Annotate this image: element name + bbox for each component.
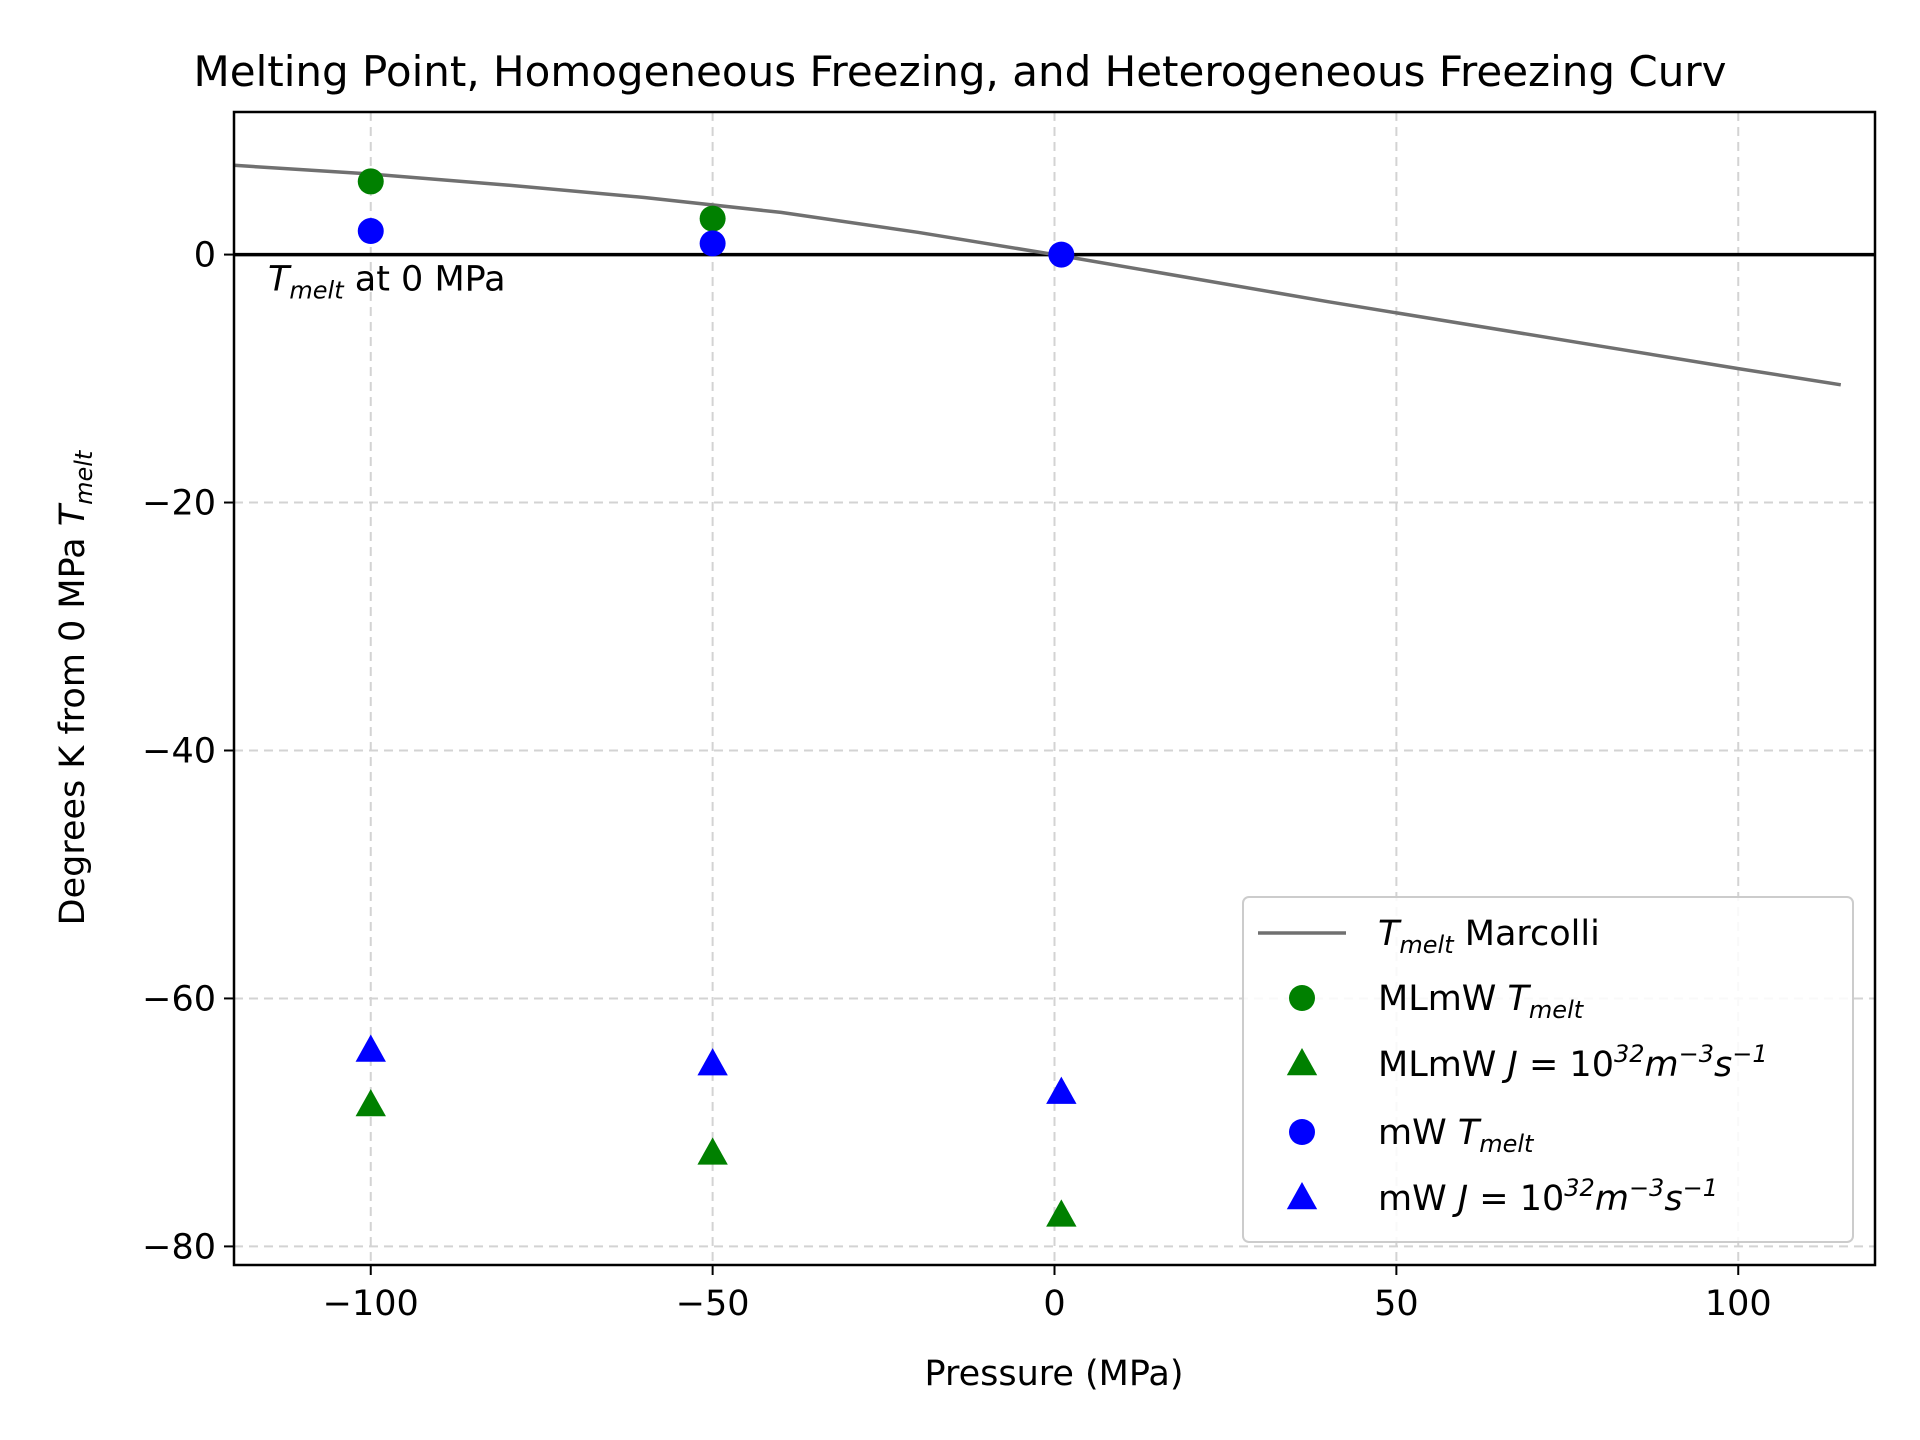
legend-circle-swatch (1289, 1119, 1315, 1145)
legend-j-s: s (1664, 1179, 1682, 1219)
legend-label: MLmW Tmelt (1378, 979, 1585, 1024)
series-group (357, 218, 1075, 268)
legend-j-s-exponent: −1 (1683, 1174, 1718, 1202)
legend-triangle-swatch (1286, 1182, 1318, 1210)
legend-symbol: T (1458, 1113, 1482, 1153)
x-tick-label: 100 (1705, 1284, 1772, 1324)
legend-symbol: T (1378, 914, 1402, 954)
data-point-triangle (355, 1089, 386, 1117)
y-axis-label-symbol: T (53, 502, 93, 526)
legend-j-m: m (1645, 1045, 1679, 1085)
legend-j-m-exponent: −3 (1629, 1174, 1664, 1202)
y-tick-label: −80 (142, 1227, 216, 1267)
legend-subscript: melt (1479, 1130, 1535, 1158)
data-point-circle (699, 205, 726, 232)
series-group (355, 1089, 1077, 1227)
legend-j-s: s (1714, 1045, 1732, 1085)
series-group (357, 168, 726, 232)
reference-label-subscript: melt (289, 277, 345, 305)
reference-line-label: Tmelt at 0 MPa (268, 260, 506, 305)
y-tick-label: 0 (194, 236, 216, 276)
y-axis-label-main: Degrees K from 0 MPa (53, 526, 93, 925)
y-axis-ticks: 0 −20 −40 −60 −80 (142, 236, 234, 1267)
legend-label-prefix: mW (1378, 1113, 1458, 1153)
x-tick-label: −50 (676, 1284, 750, 1324)
chart-title: Melting Point, Homogeneous Freezing, and… (194, 47, 1727, 96)
legend-label-prefix: mW (1378, 1179, 1458, 1219)
data-point-triangle (697, 1137, 728, 1165)
legend-j-exponent: 32 (1564, 1174, 1595, 1202)
data-point-circle (1048, 241, 1075, 268)
legend-j-m: m (1595, 1179, 1629, 1219)
data-point-triangle (355, 1034, 386, 1062)
x-axis-ticks: −100 −50 0 50 100 (323, 1265, 1772, 1324)
legend-j-m-exponent: −3 (1679, 1040, 1714, 1068)
legend-entry: MLmW Tmelt (1289, 979, 1585, 1024)
x-tick-label: 50 (1374, 1284, 1419, 1324)
plot-series (233, 163, 1842, 1227)
legend-box (1242, 896, 1854, 1243)
legend-entry: MLmW J = 1032m−3s−1 (1286, 1040, 1768, 1085)
data-point-circle (357, 168, 384, 195)
legend-label-prefix: MLmW (1378, 1045, 1508, 1085)
reference-label-text: at 0 MPa (344, 260, 506, 300)
legend-circle-swatch (1289, 985, 1315, 1011)
data-point-circle (699, 230, 726, 257)
y-axis-label: Degrees K from 0 MPa Tmelt (53, 449, 98, 925)
legend-j-base: = 10 (1468, 1179, 1564, 1219)
legend-label: MLmW J = 1032m−3s−1 (1378, 1040, 1768, 1085)
series-group (355, 1034, 1077, 1104)
legend-label: Tmelt Marcolli (1378, 914, 1600, 959)
x-tick-label: 0 (1043, 1284, 1065, 1324)
y-tick-label: −40 (142, 731, 216, 771)
y-tick-label: −20 (142, 484, 216, 524)
reference-label-symbol: T (268, 260, 292, 300)
legend-symbol: T (1508, 979, 1532, 1019)
legend-j-s-exponent: −1 (1732, 1040, 1767, 1068)
legend-j-exponent: 32 (1614, 1040, 1645, 1068)
legend-entry: mW J = 1032m−3s−1 (1286, 1174, 1718, 1219)
legend-subscript: melt (1529, 996, 1585, 1024)
legend-label-prefix: MLmW (1378, 979, 1508, 1019)
y-axis-label-subscript: melt (70, 449, 98, 505)
legend-entry: mW Tmelt (1289, 1113, 1535, 1158)
legend-triangle-swatch (1286, 1048, 1318, 1076)
legend-label: mW J = 1032m−3s−1 (1378, 1174, 1718, 1219)
data-point-triangle (697, 1048, 728, 1076)
data-point-circle (357, 218, 384, 245)
data-point-triangle (1046, 1076, 1077, 1104)
legend-label-suffix: Marcolli (1454, 914, 1600, 954)
legend-subscript: melt (1399, 931, 1455, 959)
legend-j-base: = 10 (1518, 1045, 1614, 1085)
data-point-triangle (1046, 1199, 1077, 1227)
legend-label: mW Tmelt (1378, 1113, 1535, 1158)
x-tick-label: −100 (323, 1284, 419, 1324)
legend-entry: Tmelt Marcolli (1258, 914, 1600, 959)
x-axis-label: Pressure (MPa) (924, 1354, 1183, 1394)
legend: Tmelt Marcolli MLmW Tmelt MLmW J = 1032m−3… (1242, 896, 1854, 1243)
y-tick-label: −60 (142, 979, 216, 1019)
